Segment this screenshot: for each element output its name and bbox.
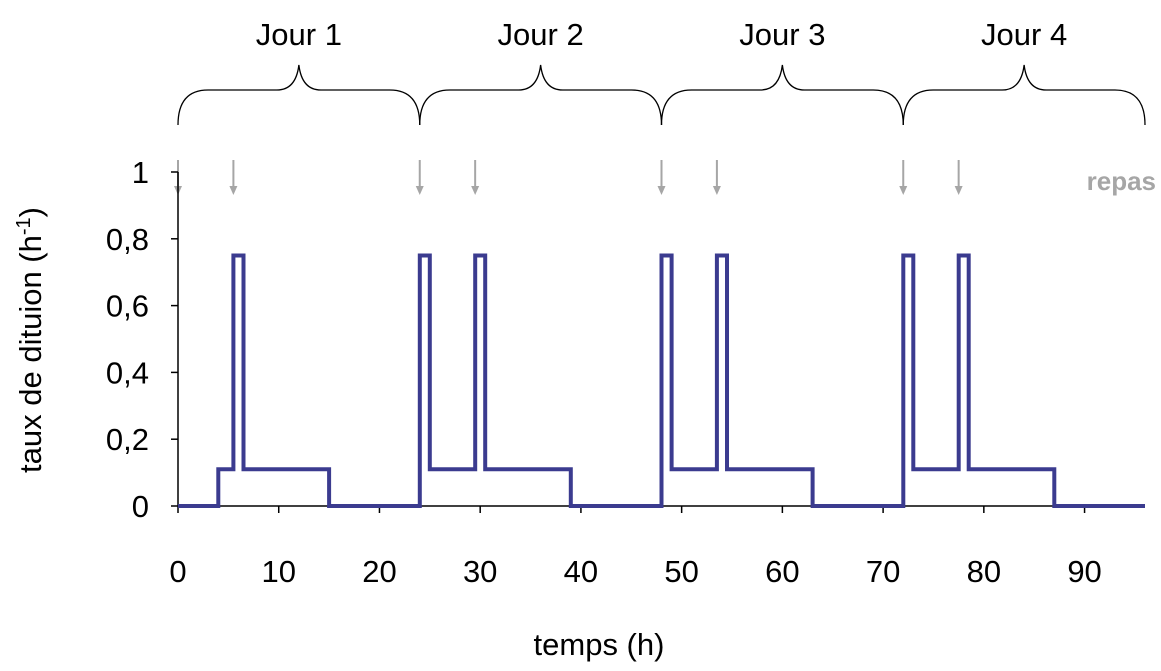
axes-layer: 00,20,40,60,810 10 20 30 40 50 60 70 80 90 — [106, 155, 1145, 589]
x-tick-label: 70 — [866, 554, 900, 589]
dilution-rate-series-line — [178, 253, 1145, 508]
series-layer — [178, 253, 1145, 508]
day-label: Jour 1 — [256, 17, 342, 52]
y-tick-label: 1 — [132, 155, 149, 190]
y-tick-label: 0,4 — [106, 355, 149, 390]
day-label: Jour 2 — [498, 17, 584, 52]
x-tick-label: 40 — [564, 554, 598, 589]
y-axis-title-close: ) — [13, 207, 48, 217]
x-tick-label: 80 — [967, 554, 1001, 589]
y-axis-title-main: taux de dituion (h — [13, 235, 48, 473]
meal-arrow-head — [471, 186, 480, 195]
day-brace — [177, 64, 421, 126]
x-tick-label: 60 — [765, 554, 799, 589]
x-tick-label: 50 — [664, 554, 698, 589]
x-tick-label: 20 — [362, 554, 396, 589]
y-axis-title-sup: -1 — [13, 217, 35, 235]
meal-arrow-head — [229, 186, 238, 195]
day-label: Jour 4 — [981, 17, 1067, 52]
meal-arrow-head — [954, 186, 963, 195]
x-tick-label: 30 — [463, 554, 497, 589]
day-brace — [902, 64, 1146, 126]
y-tick-label: 0,6 — [106, 289, 149, 324]
y-axis-title: taux de dituion (h-1) — [13, 207, 48, 473]
day-brace — [660, 64, 904, 126]
x-axis-title: temps (h) — [534, 627, 665, 662]
day-brace — [419, 64, 663, 126]
x-tick-label: 0 — [169, 554, 186, 589]
meal-arrow-head — [712, 186, 721, 195]
day-label: Jour 3 — [739, 17, 825, 52]
x-tick-label: 10 — [261, 554, 295, 589]
meal-arrow-head — [899, 186, 908, 195]
meal-arrow-head — [657, 186, 666, 195]
y-tick-label: 0,8 — [106, 222, 149, 257]
meal-label: repas — [1087, 166, 1156, 196]
y-tick-label: 0,2 — [106, 422, 149, 457]
y-tick-label: 0 — [132, 489, 149, 524]
meal-arrows-layer — [174, 160, 963, 195]
x-tick-label: 90 — [1067, 554, 1101, 589]
meal-arrow-head — [415, 186, 424, 195]
day-braces-layer: Jour 1 Jour 2 Jour 3 Jour 4 — [177, 17, 1146, 126]
